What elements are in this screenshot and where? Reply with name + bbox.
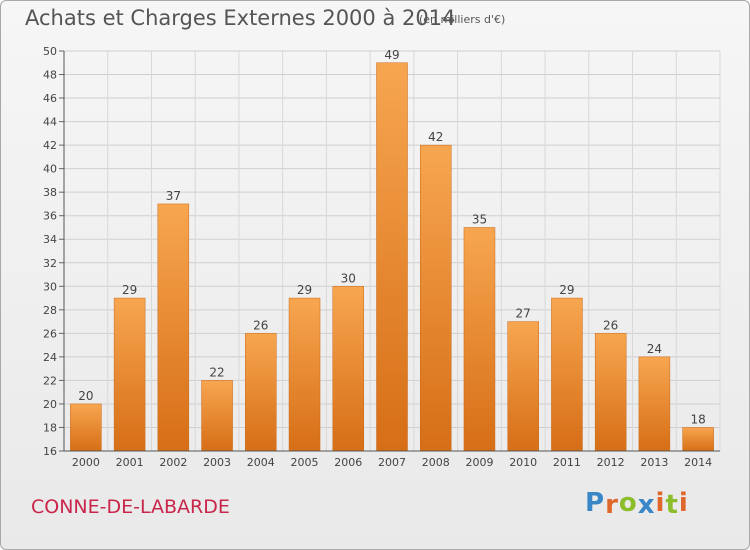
bar-2004[interactable] — [245, 333, 277, 452]
logo-letter: i — [655, 488, 666, 518]
bar-2010[interactable] — [507, 321, 539, 452]
y-tick-label: 48 — [43, 69, 57, 82]
x-tick-label: 2010 — [509, 456, 537, 469]
x-tick-label: 2001 — [116, 456, 144, 469]
bar-2005[interactable] — [288, 297, 321, 452]
x-tick-label: 2012 — [597, 456, 625, 469]
data-label: 37 — [166, 189, 181, 203]
y-tick-label: 40 — [43, 163, 57, 176]
y-tick-label: 18 — [43, 421, 57, 434]
data-label: 27 — [516, 307, 531, 321]
y-tick-label: 26 — [43, 327, 57, 340]
commune-name: CONNE-DE-LABARDE — [31, 496, 230, 518]
y-tick-label: 32 — [43, 257, 57, 270]
bar-2008[interactable] — [419, 144, 452, 452]
y-tick-label: 36 — [43, 210, 57, 223]
data-label: 22 — [209, 365, 224, 379]
bar-2006[interactable] — [332, 286, 365, 452]
x-tick-label: 2009 — [465, 456, 493, 469]
logo-letter: t — [665, 490, 679, 520]
axes: 16 18 20 22 24 26 28 30 32 34 36 38 40 42 44 46 48 50 2000… — [43, 45, 720, 469]
data-label: 29 — [297, 283, 312, 297]
logo-letter: r — [605, 490, 619, 520]
x-tick-label: 2000 — [72, 456, 100, 469]
chart-subtitle: (en milliers d'€) — [419, 13, 506, 26]
data-label: 29 — [559, 283, 574, 297]
bar-2001[interactable] — [113, 297, 146, 452]
y-tick-label: 46 — [43, 92, 57, 105]
data-label: 18 — [690, 412, 705, 426]
y-tick-label: 28 — [43, 304, 57, 317]
logo-letter: o — [618, 488, 638, 518]
data-label: 20 — [78, 389, 93, 403]
x-tick-label: 2013 — [640, 456, 668, 469]
data-label: 26 — [253, 318, 268, 332]
data-label: 35 — [472, 212, 487, 226]
y-tick-label: 22 — [43, 374, 57, 387]
data-label: 30 — [341, 271, 356, 285]
data-label: 49 — [384, 48, 399, 62]
bar-2002[interactable] — [157, 203, 190, 452]
x-tick-label: 2005 — [291, 456, 319, 469]
bar-2000[interactable] — [70, 403, 102, 452]
y-tick-label: 38 — [43, 186, 57, 199]
y-tick-label: 30 — [43, 280, 57, 293]
y-tick-label: 42 — [43, 139, 57, 152]
y-tick-label: 50 — [43, 45, 57, 58]
data-label: 26 — [603, 318, 618, 332]
data-label: 29 — [122, 283, 137, 297]
x-tick-label: 2004 — [247, 456, 275, 469]
data-label: 24 — [647, 342, 662, 356]
y-tick-label: 16 — [43, 445, 57, 458]
bar-2009[interactable] — [463, 227, 496, 452]
bar-2013[interactable] — [638, 356, 671, 452]
bar-2014[interactable] — [682, 427, 714, 452]
x-tick-label: 2003 — [203, 456, 231, 469]
bar-2003[interactable] — [201, 380, 233, 452]
logo-letter: i — [678, 488, 689, 518]
bar-2011[interactable] — [551, 297, 583, 452]
logo-letter: P — [585, 488, 606, 518]
y-tick-label: 24 — [43, 351, 57, 364]
x-tick-label: 2002 — [159, 456, 187, 469]
x-tick-label: 2008 — [422, 456, 450, 469]
x-tick-label: 2007 — [378, 456, 406, 469]
x-tick-label: 2014 — [684, 456, 712, 469]
y-tick-label: 44 — [43, 116, 57, 129]
logo-letter: x — [637, 490, 656, 520]
bar-2007[interactable] — [376, 62, 408, 452]
data-label: 42 — [428, 130, 443, 144]
y-tick-label: 20 — [43, 398, 57, 411]
bars: 20 29 37 22 26 29 30 49 42 35 27 29 26 24 18 — [70, 48, 714, 452]
y-tick-label: 34 — [43, 233, 57, 246]
chart-title: Achats et Charges Externes 2000 à 2014 — [25, 6, 456, 30]
x-tick-label: 2011 — [553, 456, 581, 469]
bar-2012[interactable] — [594, 333, 627, 452]
proxiti-logo[interactable]: Proxiti — [585, 488, 689, 520]
x-tick-label: 2006 — [334, 456, 362, 469]
